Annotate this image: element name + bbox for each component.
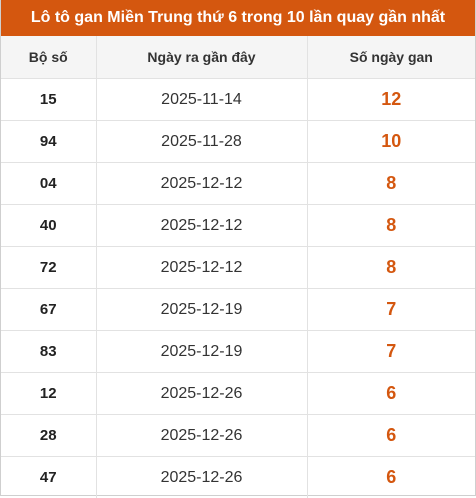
table-row: 83 2025-12-19 7 xyxy=(1,331,475,373)
cell-number: 83 xyxy=(1,331,96,373)
cell-number: 72 xyxy=(1,247,96,289)
table-row: 28 2025-12-26 6 xyxy=(1,415,475,457)
cell-gap-days: 7 xyxy=(307,331,475,373)
cell-gap-days: 6 xyxy=(307,373,475,415)
cell-date: 2025-12-26 xyxy=(96,457,307,498)
lotto-gan-table: Bộ số Ngày ra gần đây Số ngày gan 15 202… xyxy=(1,36,475,498)
cell-gap-days: 7 xyxy=(307,289,475,331)
cell-gap-days: 6 xyxy=(307,415,475,457)
cell-number: 15 xyxy=(1,79,96,121)
cell-date: 2025-12-12 xyxy=(96,163,307,205)
widget-title: Lô tô gan Miền Trung thứ 6 trong 10 lần … xyxy=(1,0,475,36)
header-number: Bộ số xyxy=(1,36,96,79)
table-row: 15 2025-11-14 12 xyxy=(1,79,475,121)
cell-gap-days: 8 xyxy=(307,247,475,289)
table-row: 04 2025-12-12 8 xyxy=(1,163,475,205)
header-recent-date: Ngày ra gần đây xyxy=(96,36,307,79)
cell-date: 2025-12-12 xyxy=(96,247,307,289)
table-row: 40 2025-12-12 8 xyxy=(1,205,475,247)
cell-number: 47 xyxy=(1,457,96,498)
cell-date: 2025-12-26 xyxy=(96,373,307,415)
header-row: Bộ số Ngày ra gần đây Số ngày gan xyxy=(1,36,475,79)
cell-date: 2025-11-14 xyxy=(96,79,307,121)
cell-date: 2025-12-19 xyxy=(96,289,307,331)
cell-gap-days: 12 xyxy=(307,79,475,121)
cell-gap-days: 10 xyxy=(307,121,475,163)
cell-date: 2025-12-19 xyxy=(96,331,307,373)
table-row: 72 2025-12-12 8 xyxy=(1,247,475,289)
cell-number: 28 xyxy=(1,415,96,457)
cell-date: 2025-12-12 xyxy=(96,205,307,247)
cell-gap-days: 8 xyxy=(307,163,475,205)
cell-number: 04 xyxy=(1,163,96,205)
cell-number: 67 xyxy=(1,289,96,331)
cell-number: 94 xyxy=(1,121,96,163)
table-row: 12 2025-12-26 6 xyxy=(1,373,475,415)
table-row: 47 2025-12-26 6 xyxy=(1,457,475,498)
table-header: Bộ số Ngày ra gần đây Số ngày gan xyxy=(1,36,475,79)
cell-number: 12 xyxy=(1,373,96,415)
cell-date: 2025-12-26 xyxy=(96,415,307,457)
cell-gap-days: 6 xyxy=(307,457,475,498)
table-row: 67 2025-12-19 7 xyxy=(1,289,475,331)
cell-date: 2025-11-28 xyxy=(96,121,307,163)
cell-number: 40 xyxy=(1,205,96,247)
table-body: 15 2025-11-14 12 94 2025-11-28 10 04 202… xyxy=(1,79,475,498)
header-gap-days: Số ngày gan xyxy=(307,36,475,79)
cell-gap-days: 8 xyxy=(307,205,475,247)
table-row: 94 2025-11-28 10 xyxy=(1,121,475,163)
